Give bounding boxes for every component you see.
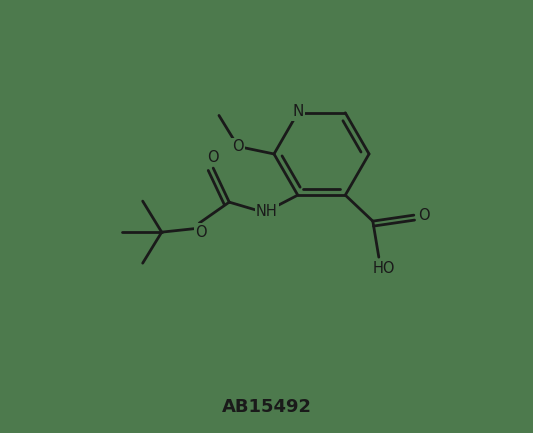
Text: HO: HO bbox=[373, 261, 395, 276]
Text: NH: NH bbox=[256, 204, 278, 219]
Text: N: N bbox=[292, 104, 303, 120]
Text: AB15492: AB15492 bbox=[222, 397, 311, 416]
Text: O: O bbox=[418, 208, 430, 223]
Text: O: O bbox=[196, 225, 207, 239]
Text: O: O bbox=[232, 139, 244, 154]
Text: O: O bbox=[207, 150, 219, 165]
